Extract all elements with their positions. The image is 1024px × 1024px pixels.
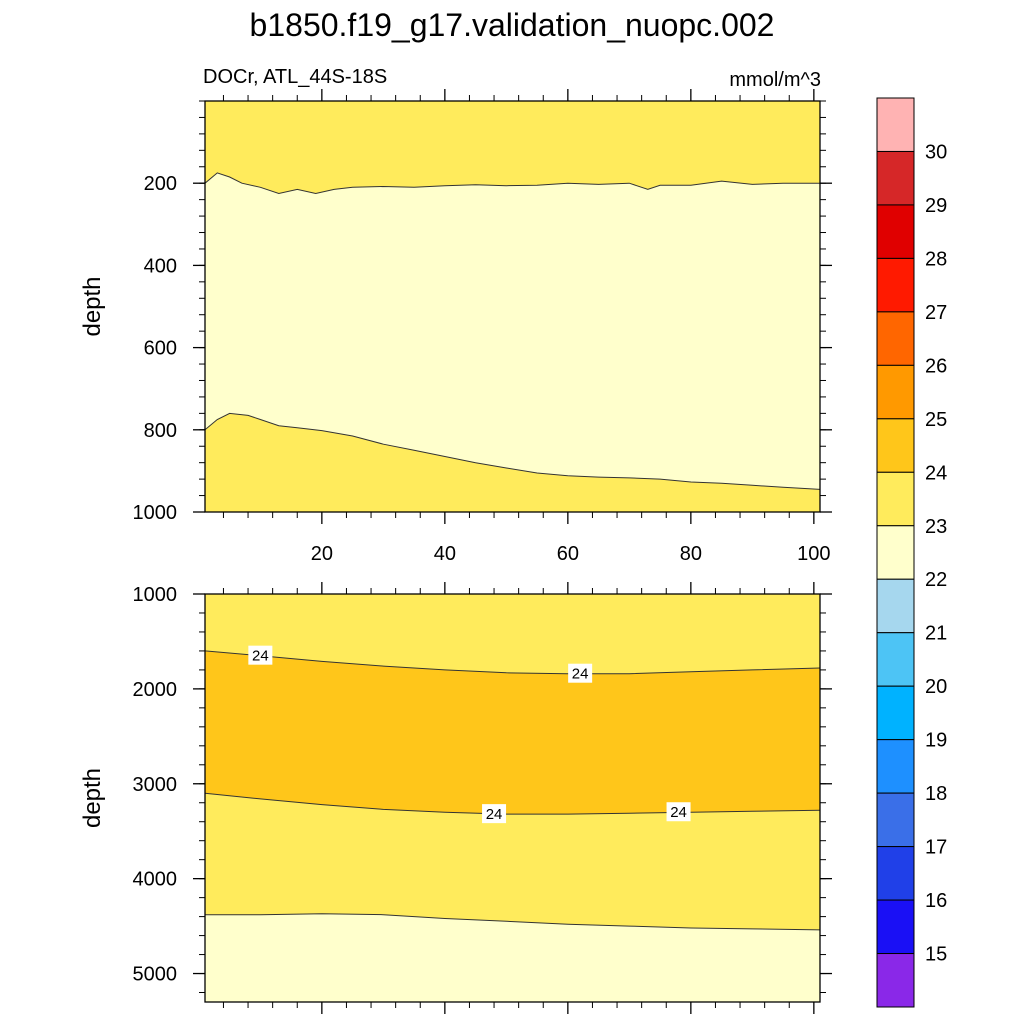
colorbar-label-0: 30 [925, 141, 947, 163]
colorbar-label-5: 25 [925, 409, 947, 431]
lower-contour-line-1 [205, 792, 820, 815]
upper-x-tick-label-2: 60 [557, 543, 579, 565]
lower-y-tick-label-0: 1000 [133, 584, 178, 606]
lower-y-tick-label-2: 3000 [133, 774, 178, 796]
upper-panel: 200 400 600 800 1000 20 40 60 80 100 depth [79, 89, 832, 565]
colorbar-label-10: 20 [925, 676, 947, 698]
colorbar-swatch-15 [876, 899, 915, 955]
lower-band-1 [205, 650, 820, 815]
colorbar-label-2: 28 [925, 248, 947, 270]
colorbar-swatch-13 [876, 792, 915, 848]
colorbar-label-14: 16 [925, 890, 947, 912]
colorbar-label-4: 26 [925, 355, 947, 377]
colorbar-label-13: 17 [925, 837, 947, 859]
colorbar-swatch-12 [876, 739, 915, 794]
colorbar-label-7: 23 [925, 516, 947, 538]
lower-contour-label-bg-0 [248, 645, 273, 665]
lower-y-tick-label-1: 2000 [133, 679, 178, 701]
lower-bands: 24 24 24 24 [205, 594, 820, 1002]
colorbar-label-12: 18 [925, 783, 947, 805]
colorbar-swatch-7 [876, 471, 915, 527]
colorbar-swatch-6 [876, 418, 915, 473]
colorbar-swatch-5 [876, 364, 915, 420]
lower-y-tick-label-3: 4000 [133, 869, 178, 891]
lower-band-0 [205, 594, 820, 674]
colorbar-label-11: 19 [925, 730, 947, 752]
upper-contour-line-1 [205, 412, 820, 490]
upper-x-tick-label-4: 100 [797, 543, 830, 565]
upper-frame [204, 100, 821, 513]
lower-contour-label-1: 24 [572, 666, 589, 683]
upper-bands [205, 101, 820, 512]
lower-contour-label-0: 24 [252, 648, 269, 665]
lower-panel: 24 24 24 24 1000 2000 3000 4000 5000 depth [79, 582, 832, 1014]
upper-band-0 [205, 101, 820, 194]
lower-band-3 [205, 913, 820, 1002]
upper-x-tick-label-1: 40 [434, 543, 456, 565]
colorbar-label-8: 22 [925, 569, 947, 591]
subtitle-right: mmol/m^3 [729, 69, 821, 91]
colorbar-swatch-16 [876, 953, 915, 1008]
colorbar-swatch-14 [876, 846, 915, 901]
lower-contour-label-2: 24 [486, 806, 503, 823]
lower-frame [204, 593, 821, 1003]
upper-x-tick-label-0: 20 [311, 543, 333, 565]
upper-y-tick-label-3: 800 [144, 420, 177, 442]
colorbar-swatch-10 [876, 632, 915, 687]
colorbar-label-3: 27 [925, 302, 947, 324]
lower-contour-label-3: 24 [670, 804, 687, 821]
colorbar-label-15: 15 [925, 944, 947, 966]
colorbar-label-1: 29 [925, 195, 947, 217]
colorbar-swatch-9 [876, 578, 915, 634]
upper-y-tick-label-1: 400 [144, 255, 177, 277]
subtitle-left: DOCr, ATL_44S-18S [203, 66, 387, 88]
lower-contour-label-bg-2 [482, 804, 507, 824]
upper-y-tick-label-4: 1000 [133, 502, 178, 524]
colorbar-swatch-2 [876, 204, 915, 259]
colorbar-swatch-0 [876, 97, 915, 152]
upper-contour-line-0 [205, 172, 820, 195]
chart-title: b1850.f19_g17.validation_nuopc.002 [250, 7, 775, 43]
colorbar-swatch-1 [876, 150, 915, 206]
colorbar-swatch-3 [876, 257, 915, 313]
upper-y-tick-label-0: 200 [144, 173, 177, 195]
lower-y-tick-label-4: 5000 [133, 964, 178, 986]
colorbar-swatch-11 [876, 685, 915, 741]
upper-band-1 [205, 172, 820, 490]
upper-x-tick-label-3: 80 [680, 543, 702, 565]
lower-y-axis-label: depth [79, 768, 106, 828]
upper-y-axis-label: depth [79, 276, 106, 336]
colorbar: 30 29 28 27 26 25 24 23 22 21 20 19 18 17 16 15 [876, 97, 947, 1008]
colorbar-label-6: 24 [925, 462, 947, 484]
upper-y-tick-label-2: 600 [144, 338, 177, 360]
lower-contour-line-0 [205, 650, 820, 675]
colorbar-swatch-8 [876, 525, 915, 580]
lower-band-2 [205, 793, 820, 930]
lower-contour-label-bg-3 [666, 802, 691, 822]
lower-contour-label-bg-1 [568, 663, 593, 683]
colorbar-swatch-4 [876, 311, 915, 366]
colorbar-label-9: 21 [925, 623, 947, 645]
lower-contour-line-2 [205, 913, 820, 931]
